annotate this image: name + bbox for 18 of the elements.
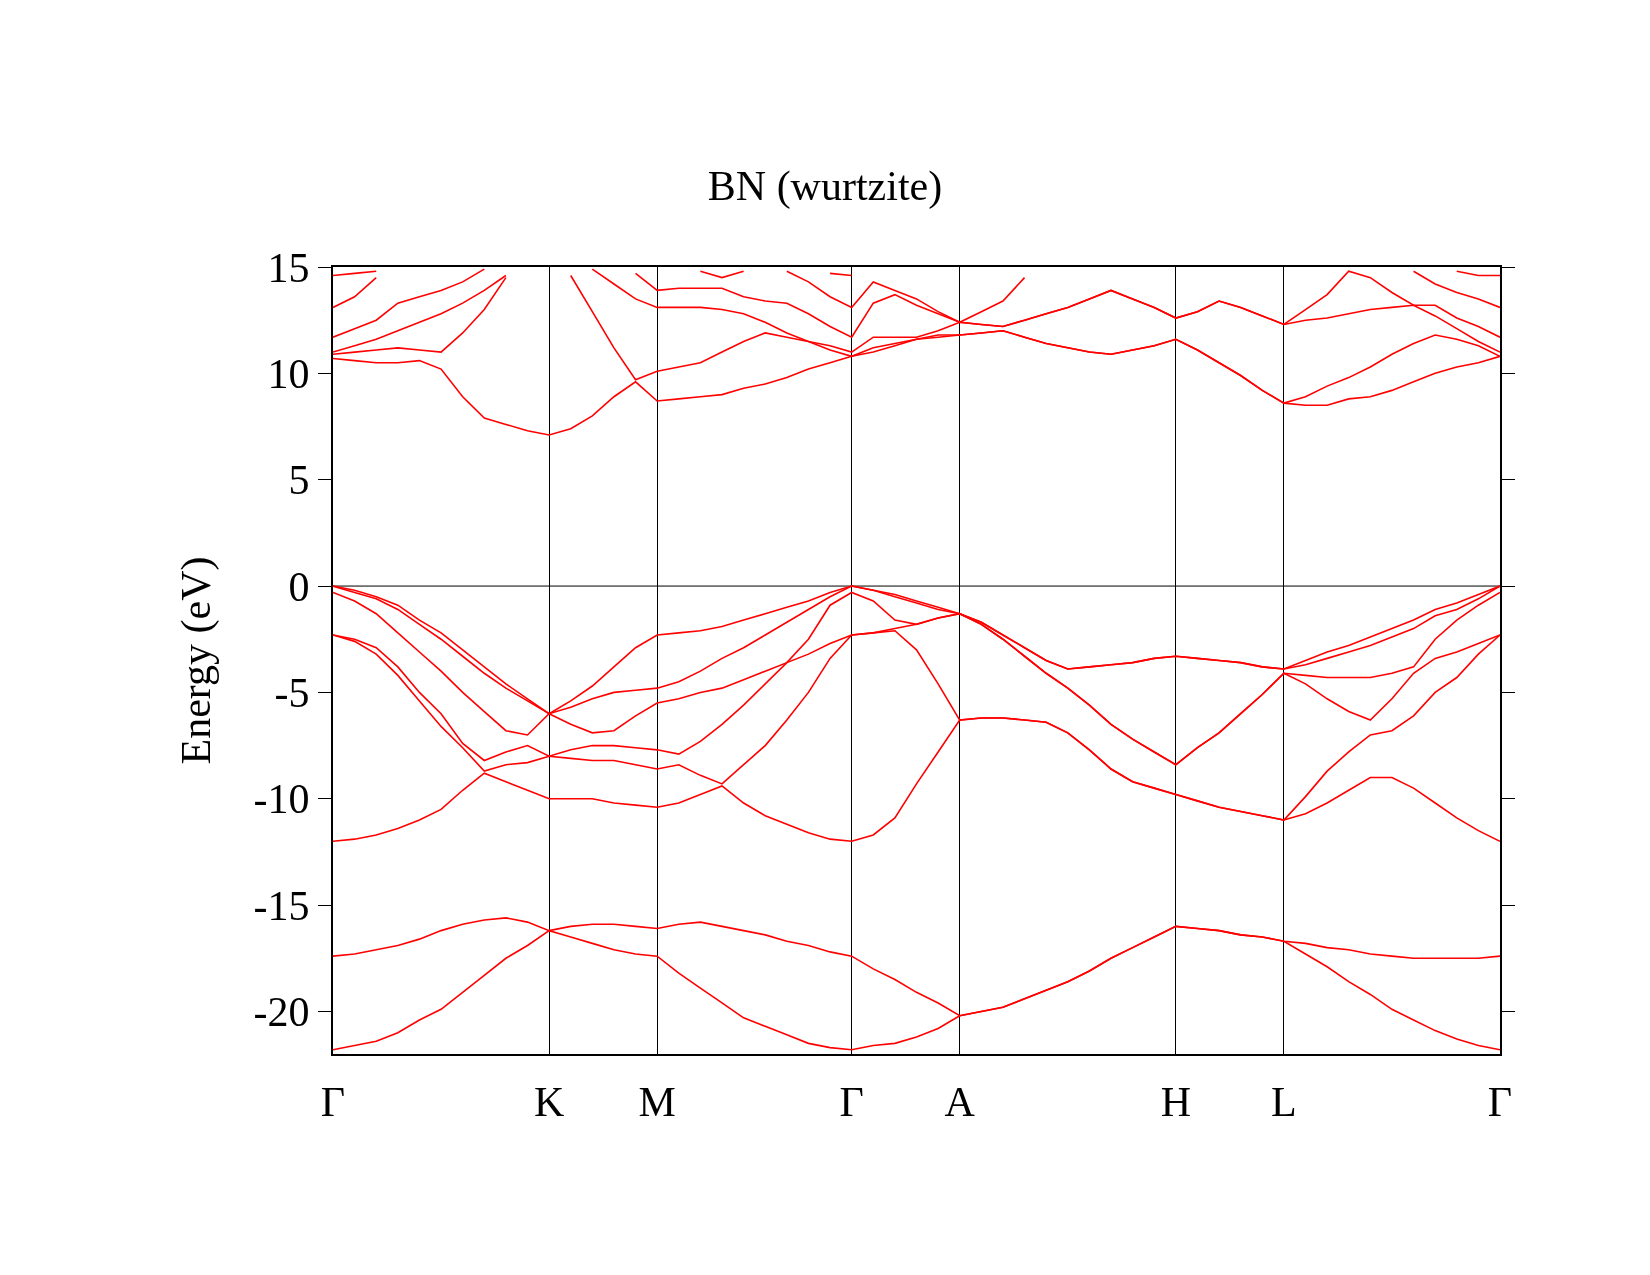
x-tick-label: K [533, 1079, 565, 1126]
y-tick-label: 0 [288, 563, 310, 610]
x-tick-label: H [1160, 1079, 1191, 1126]
y-tick-label: -10 [253, 776, 310, 823]
y-tick-label: 10 [267, 351, 310, 398]
chart-title: BN (wurtzite) [707, 162, 943, 210]
y-tick-label: -5 [274, 670, 310, 717]
x-tick-label: Γ [839, 1079, 864, 1126]
y-tick-label: 5 [288, 457, 310, 504]
x-tick-label: Γ [320, 1079, 346, 1126]
x-tick-label: M [638, 1079, 676, 1126]
y-axis-title: Energy (eV) [172, 556, 220, 765]
x-tick-label: A [944, 1079, 976, 1126]
x-tick-label: L [1271, 1079, 1297, 1126]
y-tick-label: 15 [267, 244, 310, 291]
x-tick-label: Γ [1487, 1079, 1513, 1126]
y-tick-label: -20 [253, 989, 310, 1036]
y-tick-label: -15 [253, 882, 310, 929]
